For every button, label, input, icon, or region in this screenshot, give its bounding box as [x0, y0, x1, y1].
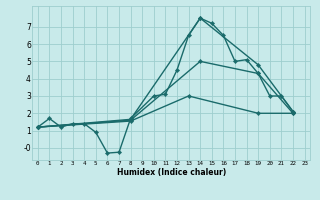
- X-axis label: Humidex (Indice chaleur): Humidex (Indice chaleur): [116, 168, 226, 177]
